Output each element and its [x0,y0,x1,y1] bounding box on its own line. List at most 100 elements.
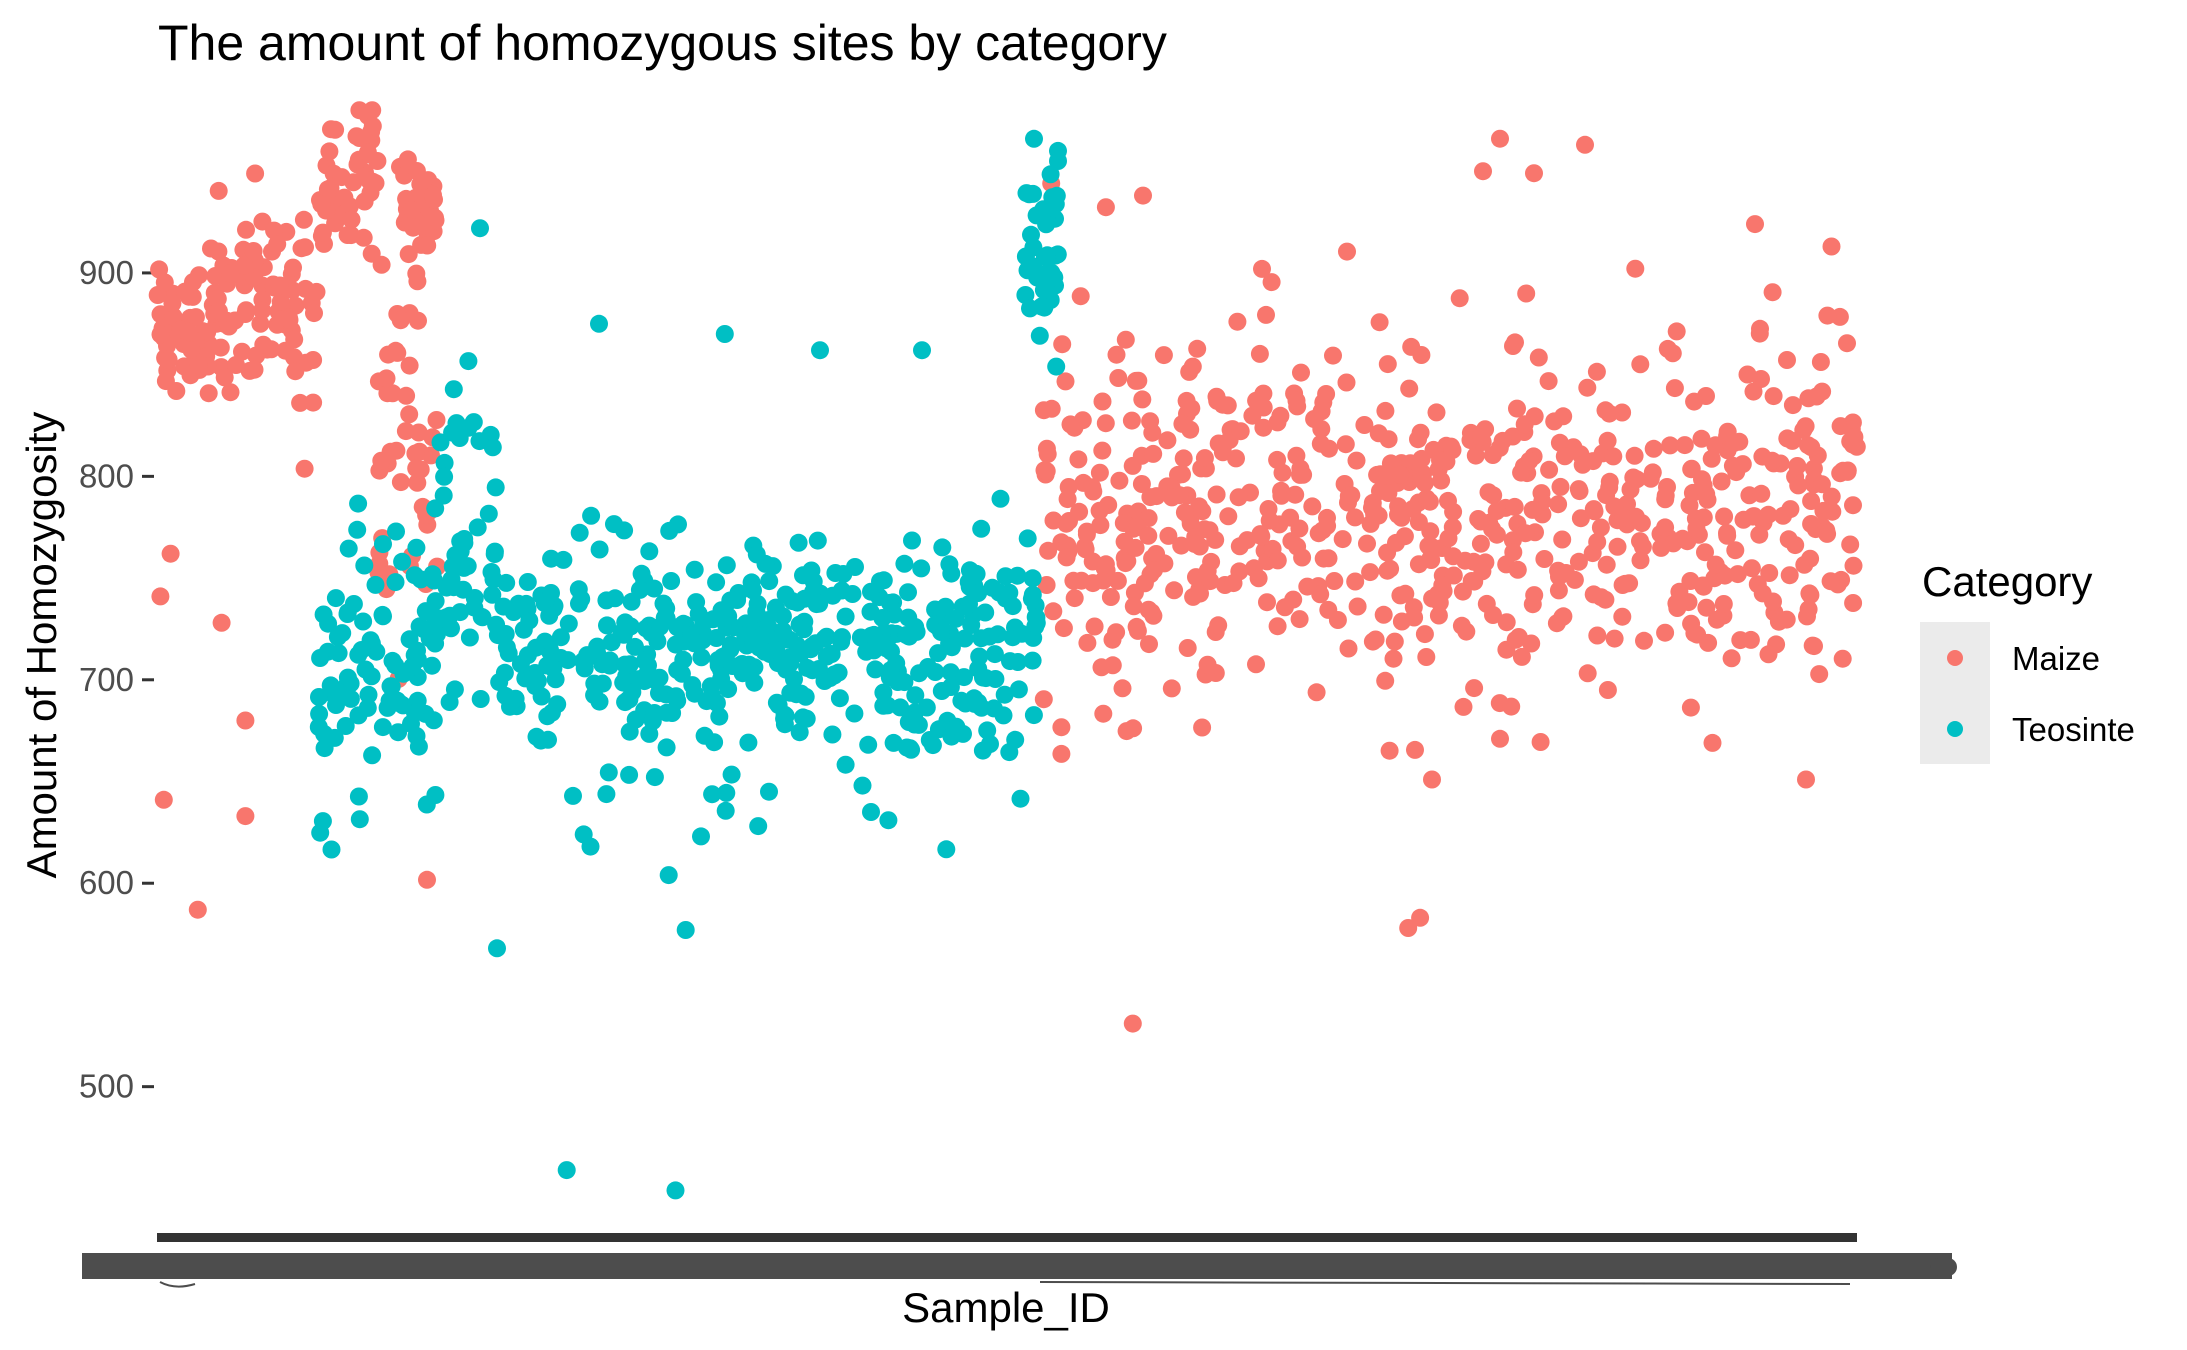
data-point-teosinte [1035,298,1054,317]
data-point-maize [1604,447,1623,466]
data-point-teosinte [760,572,779,591]
data-point-teosinte [995,685,1014,704]
data-point-teosinte [581,837,600,856]
data-point-maize [1387,533,1405,552]
data-point-teosinte [482,563,501,581]
data-point-teosinte [408,641,426,660]
data-point-maize [1597,555,1616,574]
data-point-maize [1415,625,1434,644]
data-point-maize [1502,697,1521,716]
data-point-maize [1115,532,1134,551]
data-point-maize [1178,639,1197,657]
data-point-teosinte [1044,190,1063,209]
data-point-maize [1798,607,1816,626]
data-point-teosinte [991,489,1010,508]
data-point-maize [1423,589,1442,608]
data-point-maize [1361,563,1380,582]
data-point-maize [338,226,357,244]
data-point-teosinte [874,683,893,702]
data-point-teosinte [648,632,667,651]
data-point-maize [270,276,289,295]
data-point-maize [190,266,208,285]
data-point-maize [291,393,310,412]
data-point-maize [1554,407,1573,426]
data-point-teosinte [929,644,947,663]
data-point-teosinte [459,418,478,437]
data-point-teosinte [787,685,806,704]
data-point-teosinte [830,689,849,708]
data-point-teosinte [645,704,664,722]
data-point-maize [418,236,437,255]
data-point-teosinte [358,698,377,717]
data-point-teosinte [373,605,392,624]
data-point-maize [236,807,255,826]
data-point-maize [1415,474,1434,493]
data-point-maize [1531,733,1550,751]
data-point-teosinte [974,668,992,687]
data-point-maize [1219,507,1238,526]
data-point-teosinte [471,690,490,708]
data-point-maize [1412,449,1431,468]
data-point-teosinte [719,607,738,626]
data-point-maize [1370,313,1389,332]
data-point-maize [188,900,207,919]
data-point-maize [179,322,198,341]
data-point-maize [1058,490,1077,509]
y-axis-title: Amount of Homozygosity [18,412,65,879]
data-point-maize [1821,572,1840,591]
data-point-maize [326,120,345,139]
data-point-teosinte [932,623,951,641]
data-point-teosinte [719,680,738,699]
data-point-maize [424,186,442,205]
data-point-maize [1731,631,1750,650]
data-point-maize [1369,506,1388,525]
x-axis-tick-label-trace [159,1281,196,1288]
data-point-maize [1209,616,1228,635]
data-point-maize [1805,637,1823,656]
data-point-maize [1037,462,1056,481]
data-point-teosinte [926,663,945,681]
data-point-maize [1411,908,1430,927]
data-point-teosinte [557,1161,576,1180]
data-point-maize [1224,574,1243,593]
data-point-maize [1702,449,1721,468]
data-point-maize [414,171,433,190]
data-point-maize [154,790,173,809]
data-point-maize [161,544,180,563]
data-point-teosinte [598,616,616,635]
data-point-maize [1355,416,1374,434]
data-point-teosinte [531,731,550,750]
data-point-maize [1833,649,1852,668]
data-point-maize [1667,322,1686,341]
data-point-maize [1841,535,1860,554]
data-point-teosinte [559,614,578,633]
data-point-maize [1175,503,1194,522]
data-point-maize [1376,401,1395,420]
data-point-maize [1173,414,1192,433]
data-point-maize [1116,330,1135,349]
data-point-maize [355,192,374,211]
data-point-maize [1515,415,1534,434]
data-point-maize [1286,485,1305,504]
data-point-maize [1777,610,1796,629]
data-point-maize [1423,538,1442,557]
data-point-teosinte [845,704,864,723]
data-point-maize [1763,283,1782,302]
data-point-teosinte [635,651,654,670]
data-point-maize [1802,492,1821,510]
data-point-maize [1230,537,1249,556]
data-point-maize [1061,415,1080,434]
data-point-maize [1729,457,1748,476]
data-point-teosinte [352,641,371,659]
data-point-teosinte [558,651,577,670]
legend-label-teosinte: Teosinte [2012,711,2135,748]
data-point-maize [1139,526,1158,545]
data-point-teosinte [310,704,329,723]
data-point-maize [1399,919,1418,937]
data-point-maize [1466,446,1485,465]
data-point-maize [1810,665,1829,684]
data-point-maize [1764,387,1783,406]
data-point-maize [1697,485,1716,504]
data-point-maize [1336,435,1355,454]
data-point-maize [1491,729,1509,748]
